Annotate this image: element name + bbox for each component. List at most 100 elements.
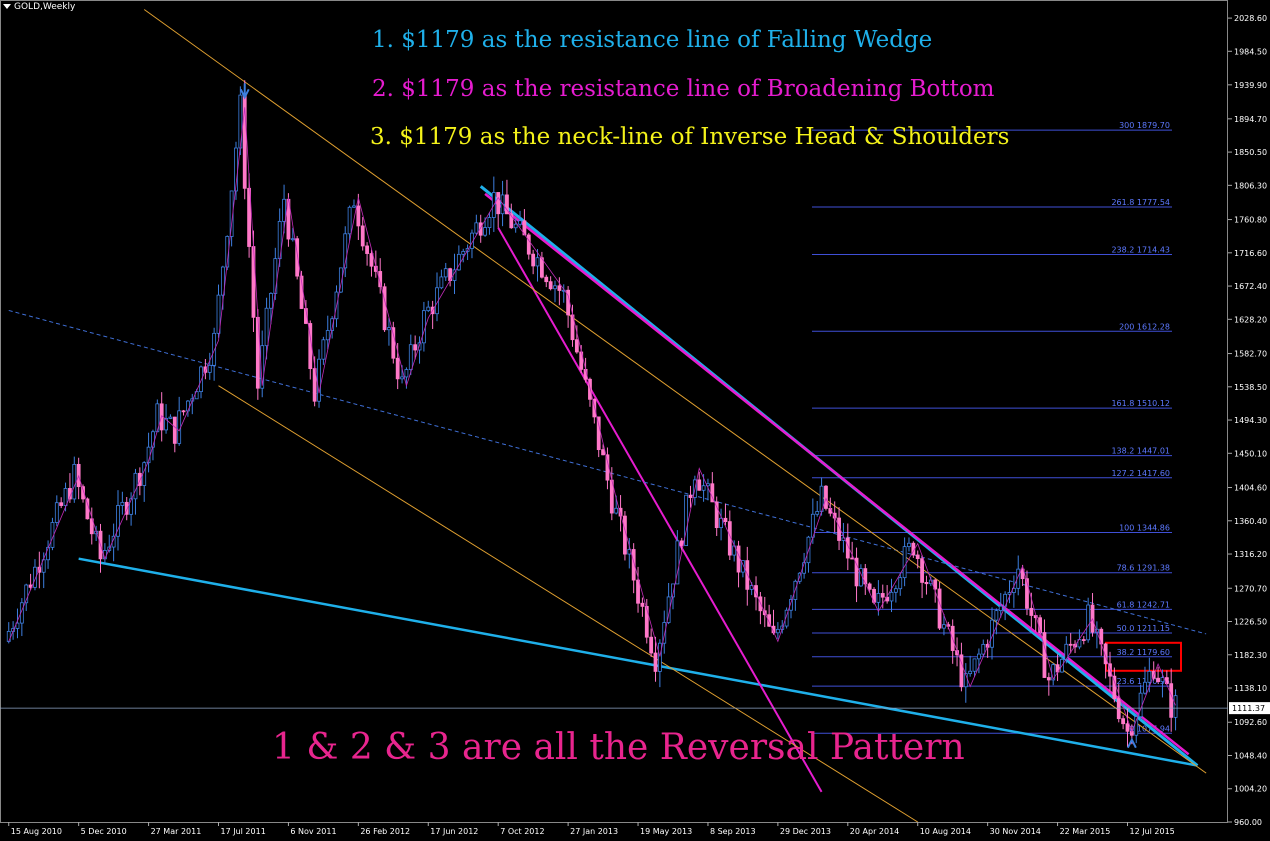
candle-body [675,540,680,585]
candle-body [295,238,300,277]
y-tick-label: 1092.60 [1234,718,1267,727]
candle-body [553,285,557,290]
trendline-broadening-upper [484,192,1190,756]
y-tick-label: 1850.50 [1234,148,1267,157]
candle-body [461,250,466,255]
candles [6,80,1178,748]
candle-body [216,294,221,334]
x-tick-label: 10 Aug 2014 [920,827,971,836]
candle-body [937,588,942,629]
candle-body [496,192,501,215]
candle-body [614,507,619,514]
y-tick-label: 1628.20 [1234,315,1267,324]
fib-level-label: 61.8 1242.71 [1117,600,1170,609]
candle-body [120,501,125,506]
symbol-text: GOLD,Weekly [14,2,76,12]
candle-body [439,276,444,289]
y-tick-label: 1894.70 [1234,115,1267,124]
candle-body [199,366,203,392]
candle-body [312,368,317,402]
candle-body [933,579,938,590]
fib-level-label: 23.6 1140.55 [1117,677,1170,686]
chart-border [0,0,1228,823]
trendline-wedge-lower [78,557,1198,767]
candle-body [133,472,138,500]
candle-body [352,205,356,208]
candle-body [338,267,343,293]
arrow-down-icon [239,83,250,100]
time-axis: 15 Aug 2010 5 Dec 2010 27 Mar 2011 17 Jul 2… [8,822,1175,836]
candle-body [653,652,658,672]
y-tick-label: 1450.10 [1234,449,1267,458]
candle-body [19,602,24,624]
candle-body [723,517,728,523]
candle-body [539,257,544,278]
candle-body [33,566,37,588]
y-tick-label: 2028.60 [1234,14,1267,23]
candle-body [89,518,94,535]
y-tick-label: 1806.30 [1234,181,1267,190]
x-tick-label: 27 Mar 2011 [151,827,202,836]
candle-body [657,642,662,672]
annotation-line-2: 2. $1179 as the resistance line of Broad… [372,76,995,102]
candle-body [907,542,911,548]
candle-body [893,588,898,593]
fibonacci-levels: 300 1879.70 261.8 1777.54 238.2 1714.43 200… [812,121,1182,734]
candle-body [902,546,907,579]
candle-body [679,540,684,547]
candle-body [72,463,77,500]
fib-level-label: 200 1612.28 [1119,322,1170,331]
candle-body [330,318,335,331]
fib-level-label: 38.2 1179.60 [1117,648,1170,657]
candle-body [1134,716,1139,736]
candle-body [343,233,348,269]
candle-body [977,653,981,660]
candle-body [1081,639,1086,641]
y-tick-label: 1138.10 [1234,684,1267,693]
candle-body [942,624,946,629]
candle-body [387,327,391,331]
dropdown-triangle-icon[interactable] [3,4,11,9]
fib-level-label: 261.8 1777.54 [1111,198,1170,207]
candle-body [701,485,706,491]
candle-body [631,549,636,581]
candle-body [63,488,68,506]
candle-body [426,306,431,312]
candle-body [422,310,426,344]
zigzag-line [8,107,1176,733]
candle-body [596,416,601,451]
candle-body [1169,683,1174,718]
candle-body [666,596,671,623]
candle-body [212,332,217,366]
candle-body [981,643,986,655]
y-tick-label: 1939.90 [1234,81,1267,90]
candle-body [1029,607,1034,616]
y-tick-label: 1048.40 [1234,751,1267,760]
candle-body [282,198,286,222]
fib-level-label: 138.2 1447.01 [1111,447,1170,456]
symbol-label[interactable]: GOLD,Weekly [3,2,75,12]
candle-body [548,281,553,290]
candle-body [601,449,605,456]
candle-body [24,584,29,604]
candle-body [264,307,269,347]
candle-body [360,225,365,247]
y-tick-label: 1672.40 [1234,282,1267,291]
trendline-channel-upper [143,9,1207,774]
fib-level-label: 78.6 1291.38 [1117,564,1170,573]
candle-body [273,258,278,294]
candle-body [688,494,693,498]
candle-body [531,253,536,267]
candle-body [1112,675,1117,700]
arrow-up-icon [1126,737,1137,749]
y-tick-label: 1360.40 [1234,517,1267,526]
fib-level-label: 161.8 1510.12 [1111,399,1170,408]
candle-body [365,245,369,254]
y-tick-label: 1316.20 [1234,550,1267,559]
fib-level-label: 127.2 1417.60 [1111,469,1170,478]
candle-body [784,609,789,627]
candle-body [347,206,352,235]
overlay [8,83,1176,749]
x-tick-label: 8 Sep 2013 [710,827,756,836]
